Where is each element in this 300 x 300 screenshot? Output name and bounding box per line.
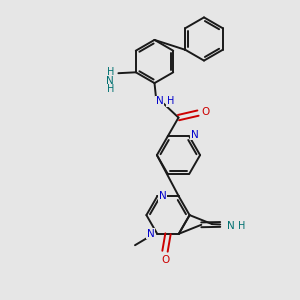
Text: N: N [106, 76, 114, 86]
Text: O: O [201, 107, 210, 118]
Text: H: H [238, 221, 245, 231]
Text: H: H [106, 84, 114, 94]
Text: N: N [159, 191, 167, 201]
Text: H: H [106, 67, 114, 77]
Text: O: O [161, 255, 169, 265]
Text: N: N [156, 96, 164, 106]
Text: N: N [227, 221, 235, 231]
Text: N: N [147, 229, 154, 239]
Text: N: N [191, 130, 199, 140]
Text: H: H [167, 96, 174, 106]
